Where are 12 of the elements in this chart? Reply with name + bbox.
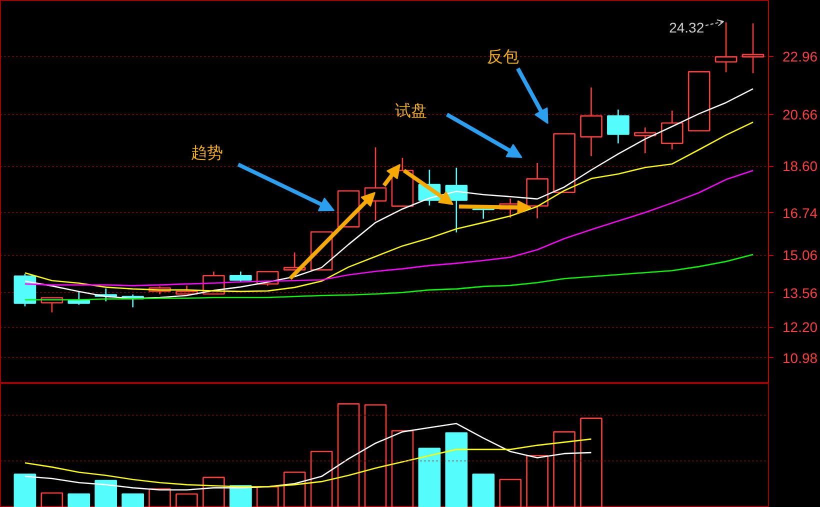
y-tick-label: 12.20 bbox=[782, 319, 818, 336]
y-tick-label: 15.06 bbox=[782, 247, 818, 264]
annotation: 试盘 bbox=[394, 101, 427, 120]
y-tick-label: 22.96 bbox=[782, 48, 818, 65]
annotation: 反包 bbox=[486, 47, 519, 66]
annotation: 24.32 bbox=[669, 20, 704, 36]
y-tick-label: 10.98 bbox=[782, 350, 818, 366]
annotation: 趋势 bbox=[191, 143, 224, 162]
y-tick-label: 13.56 bbox=[782, 284, 818, 301]
y-tick-label: 18.60 bbox=[782, 158, 818, 174]
y-tick-label: 16.74 bbox=[782, 205, 818, 221]
y-tick-label: 20.66 bbox=[782, 106, 818, 122]
